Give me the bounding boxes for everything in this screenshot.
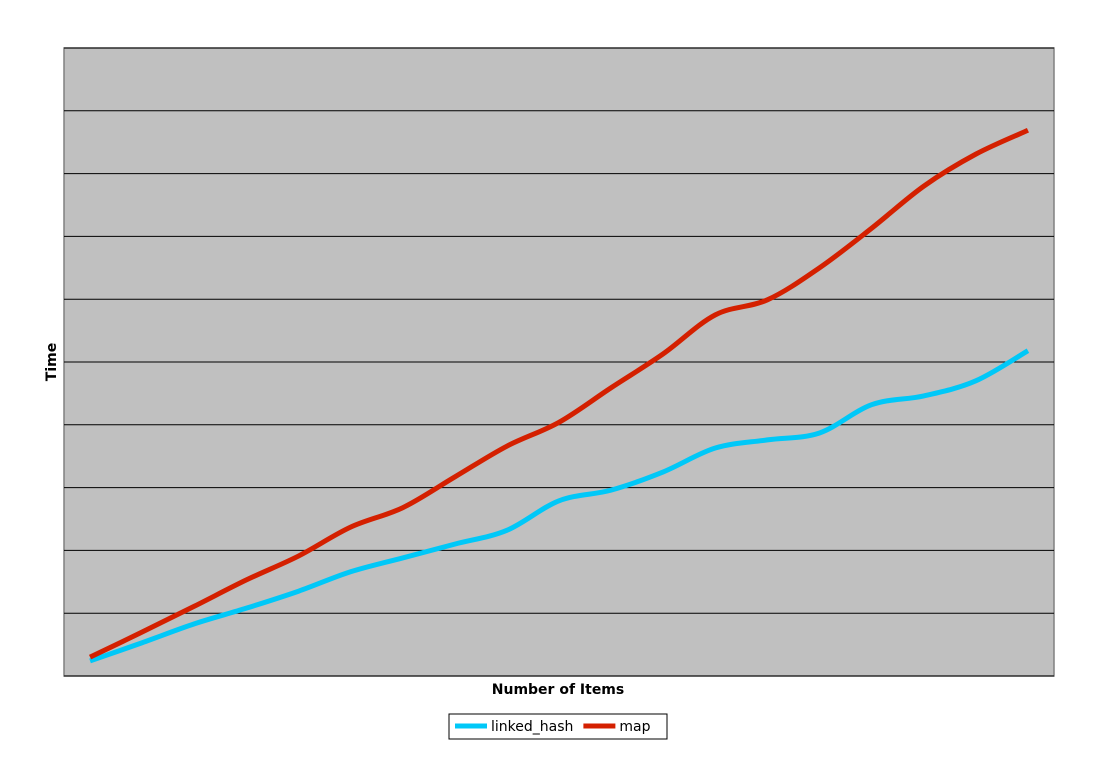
legend-label: linked_hash	[491, 719, 573, 735]
legend-label: map	[619, 719, 650, 735]
y-axis-title: Time	[44, 343, 60, 381]
lines	[88, 127, 1030, 664]
x-axis-title: Number of Items	[492, 682, 624, 698]
legend: linked_hash map	[455, 719, 651, 735]
series-line	[88, 127, 1029, 660]
series-line	[89, 348, 1030, 664]
